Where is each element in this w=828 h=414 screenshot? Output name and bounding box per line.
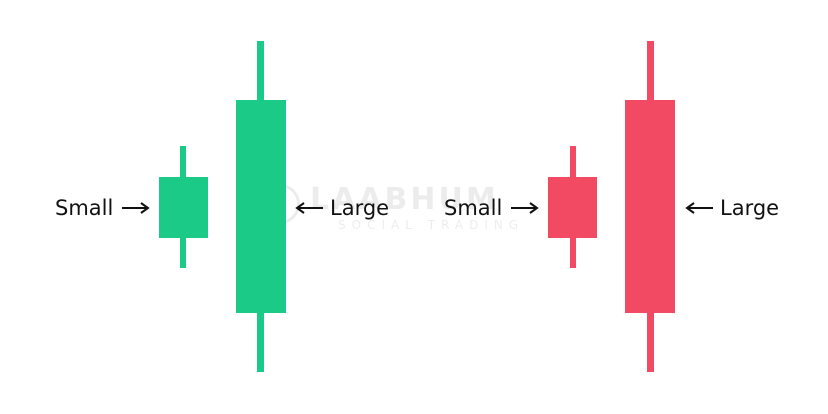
- large-bearish-candle-lower-wick: [647, 312, 654, 372]
- small-bearish-candle-body: [548, 177, 597, 238]
- small-bearish-candle-upper-wick: [570, 146, 576, 178]
- large-bearish-candle-body: [625, 100, 675, 313]
- small-bullish-candle-body: [159, 177, 208, 238]
- large-bearish-candle-upper-wick: [647, 41, 654, 102]
- small-bullish-candle-lower-wick: [180, 237, 186, 268]
- small-bullish-candle-upper-wick: [180, 146, 186, 178]
- large-bullish-candle-upper-wick: [257, 41, 264, 102]
- small-label: Small: [444, 196, 503, 220]
- small-bearish-candle-lower-wick: [570, 237, 576, 268]
- large-label: Large: [720, 196, 780, 220]
- large-bullish-candle-body: [236, 100, 286, 313]
- small-label: Small: [55, 196, 114, 220]
- large-bullish-candle-lower-wick: [257, 312, 264, 372]
- right-arrow-icon: [511, 202, 539, 214]
- left-arrow-icon: [295, 202, 323, 214]
- large-label: Large: [330, 196, 390, 220]
- right-arrow-icon: [122, 202, 150, 214]
- left-arrow-icon: [685, 202, 713, 214]
